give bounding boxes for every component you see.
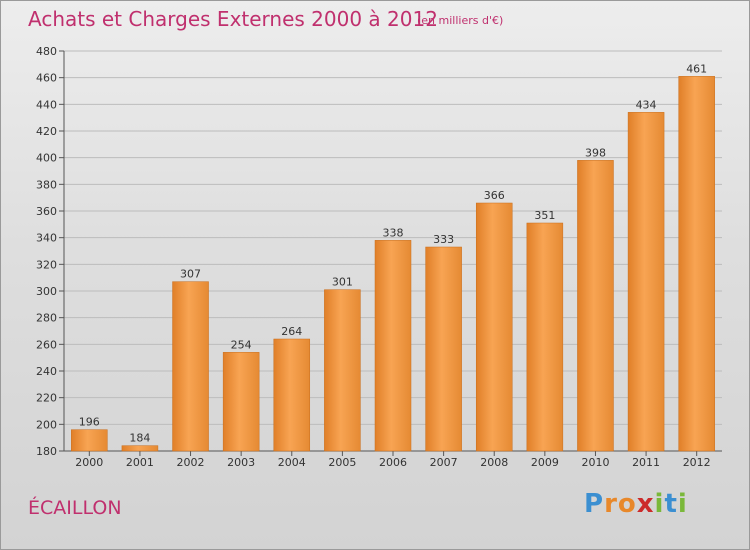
x-tick-label: 2002 [177,456,205,469]
y-tick-label: 400 [36,152,57,165]
y-tick-label: 240 [36,365,57,378]
y-tick-label: 300 [36,285,57,298]
logo-letter: x [636,489,655,519]
y-tick-label: 280 [36,312,57,325]
data-label: 461 [686,62,707,75]
data-label: 307 [180,268,201,281]
data-label: 434 [636,98,657,111]
x-tick-label: 2011 [632,456,660,469]
bar-2007 [425,246,462,452]
x-tick-label: 2003 [227,456,255,469]
x-tick-label: 2006 [379,456,407,469]
bar-2006 [374,240,412,452]
bar-2009 [526,222,564,452]
logo-letter: t [664,489,678,519]
x-tick-label: 2010 [581,456,609,469]
y-tick-label: 320 [36,258,57,271]
bar-2002 [172,281,209,452]
data-label: 264 [281,325,302,338]
chart-subtitle: (en milliers d'€) [417,14,504,27]
logo-letter: i [654,489,665,519]
bars [71,76,715,452]
x-tick-label: 2001 [126,456,154,469]
x-tick-label: 2000 [75,456,103,469]
x-tick-label: 2005 [328,456,356,469]
x-tick-label: 2012 [683,456,711,469]
x-tick-label: 2009 [531,456,559,469]
bar-2003 [222,352,260,452]
y-tick-label: 380 [36,178,57,191]
y-tick-label: 180 [36,445,57,458]
data-label: 398 [585,146,606,159]
x-tick-label: 2007 [430,456,458,469]
chart-title: Achats et Charges Externes 2000 à 2012 [28,7,438,31]
labels: 180 200 220 240 260 280 300 320 340 360 380 400 420 4… [36,45,711,469]
y-tick-label: 200 [36,418,57,431]
data-label: 351 [534,209,555,222]
bar-2012 [678,76,715,452]
y-tick-label: 440 [36,98,57,111]
y-tick-label: 340 [36,232,57,245]
y-tick-label: 360 [36,205,57,218]
bar-2011 [627,112,665,452]
x-tick-label: 2004 [278,456,306,469]
commune-label: ÉCAILLON [28,497,122,519]
logo-letter: r [604,489,618,519]
bar-2010 [577,160,614,452]
y-tick-label: 420 [36,125,57,138]
x-tick-label: 2008 [480,456,508,469]
data-label: 338 [383,226,404,239]
data-label: 301 [332,276,353,289]
proxiti-logo[interactable]: Proxiti [584,489,688,519]
bar-2000 [71,429,108,452]
bar-2005 [324,289,361,452]
y-tick-label: 260 [36,338,57,351]
data-label: 196 [79,416,100,429]
y-tick-label: 220 [36,392,57,405]
bar-2008 [475,202,513,452]
y-tick-label: 480 [36,45,57,58]
logo-letter: i [677,489,688,519]
logo-letter: o [617,489,637,519]
bar-2004 [273,338,311,452]
y-tick-label: 460 [36,72,57,85]
data-label: 366 [484,189,505,202]
data-label: 254 [231,338,252,351]
bar-2001 [121,445,159,452]
data-label: 333 [433,233,454,246]
data-label: 184 [129,432,150,445]
logo-letter: P [584,489,605,519]
